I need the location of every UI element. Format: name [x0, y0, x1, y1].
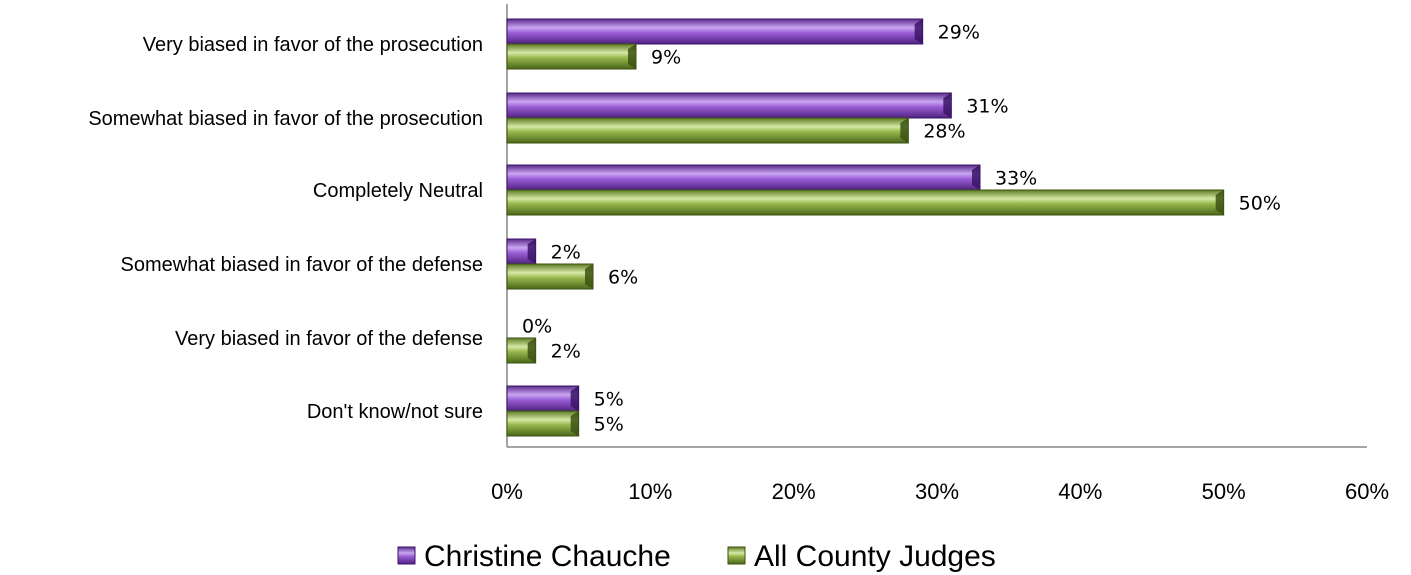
legend-swatch	[727, 546, 746, 565]
legend-label: All County Judges	[754, 540, 996, 573]
data-label-christine-chauche: 2%	[551, 242, 581, 264]
bar-all-county-judges	[506, 117, 909, 144]
x-tick-label: 50%	[1202, 479, 1246, 504]
data-label-christine-chauche: 31%	[966, 96, 1008, 118]
category-label: Somewhat biased in favor of the prosecut…	[88, 108, 483, 130]
x-tick-label: 0%	[491, 479, 523, 504]
legend-item-all-county-judges: All County Judges	[727, 540, 996, 573]
data-label-all-county-judges: 5%	[594, 414, 624, 436]
legend-swatch	[397, 546, 416, 565]
data-label-all-county-judges: 28%	[923, 121, 965, 143]
legend-item-christine-chauche: Christine Chauche	[397, 540, 671, 573]
data-label-all-county-judges: 2%	[551, 341, 581, 363]
x-tick-label: 40%	[1058, 479, 1102, 504]
legend-label: Christine Chauche	[424, 540, 671, 573]
data-label-christine-chauche: 33%	[995, 168, 1037, 190]
bar-christine-chauche	[506, 92, 952, 119]
data-label-christine-chauche: 0%	[522, 316, 552, 338]
data-label-christine-chauche: 29%	[938, 22, 980, 44]
bar-all-county-judges	[506, 337, 537, 364]
category-label: Very biased in favor of the prosecution	[143, 34, 483, 56]
data-label-all-county-judges: 9%	[651, 47, 681, 69]
category-label: Somewhat biased in favor of the defense	[121, 254, 483, 276]
x-tick-label: 10%	[628, 479, 672, 504]
x-tick-label: 30%	[915, 479, 959, 504]
bar-all-county-judges	[506, 189, 1225, 216]
bar-christine-chauche	[506, 385, 580, 412]
data-label-all-county-judges: 6%	[608, 267, 638, 289]
bar-all-county-judges	[506, 43, 637, 70]
bar-all-county-judges	[506, 410, 580, 437]
bar-christine-chauche	[506, 238, 537, 265]
category-label: Don't know/not sure	[307, 401, 483, 423]
bar-all-county-judges	[506, 263, 594, 290]
data-label-all-county-judges: 50%	[1239, 193, 1281, 215]
x-tick-label: 60%	[1345, 479, 1389, 504]
x-tick-label: 20%	[772, 479, 816, 504]
category-label: Very biased in favor of the defense	[175, 328, 483, 350]
bar-christine-chauche	[506, 18, 924, 45]
data-label-christine-chauche: 5%	[594, 389, 624, 411]
category-label: Completely Neutral	[313, 180, 483, 202]
bar-christine-chauche	[506, 164, 981, 191]
